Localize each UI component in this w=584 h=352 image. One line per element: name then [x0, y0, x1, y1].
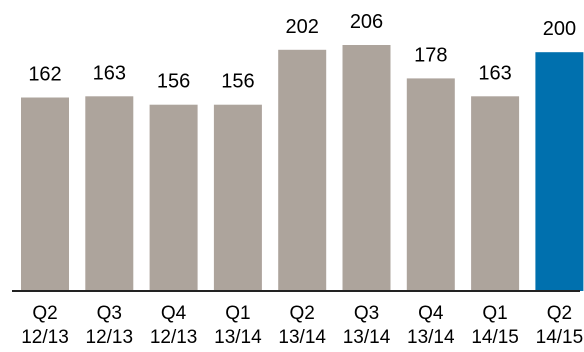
data-label-0: 162 [28, 64, 61, 86]
bar-8 [535, 52, 584, 292]
category-label-6: Q4 13/14 [407, 303, 455, 348]
data-label-8: 200 [543, 18, 576, 40]
bar-5 [342, 45, 391, 291]
bar-4 [278, 49, 327, 291]
data-label-1: 163 [93, 62, 126, 84]
data-label-5: 206 [350, 11, 383, 33]
category-label-3: Q1 13/14 [214, 303, 262, 348]
data-label-7: 163 [478, 62, 511, 84]
data-labels-group: 162 163 156 156 202 206 178 163 200 [28, 11, 576, 93]
category-label-0: Q2 12/13 [21, 303, 69, 348]
data-label-4: 202 [286, 16, 319, 38]
bar-2 [149, 104, 198, 291]
category-label-1: Q3 12/13 [86, 303, 134, 348]
bars-group [21, 45, 584, 292]
category-label-5: Q3 13/14 [343, 303, 391, 348]
category-label-7: Q1 14/15 [471, 303, 519, 348]
category-label-4: Q2 13/14 [278, 303, 326, 348]
category-label-2: Q4 12/13 [150, 303, 198, 348]
data-label-3: 156 [221, 71, 254, 93]
data-label-6: 178 [414, 44, 447, 66]
bar-6 [406, 78, 455, 292]
bar-1 [85, 96, 134, 291]
data-label-2: 156 [157, 71, 190, 93]
category-labels-group: Q2 12/13 Q3 12/13 Q4 12/13 Q1 13/14 Q2 13/14 Q3 13/… [21, 303, 583, 348]
bar-3 [213, 104, 262, 291]
bar-0 [21, 97, 69, 291]
bar-7 [471, 96, 520, 291]
category-label-8: Q2 14/15 [536, 303, 584, 348]
